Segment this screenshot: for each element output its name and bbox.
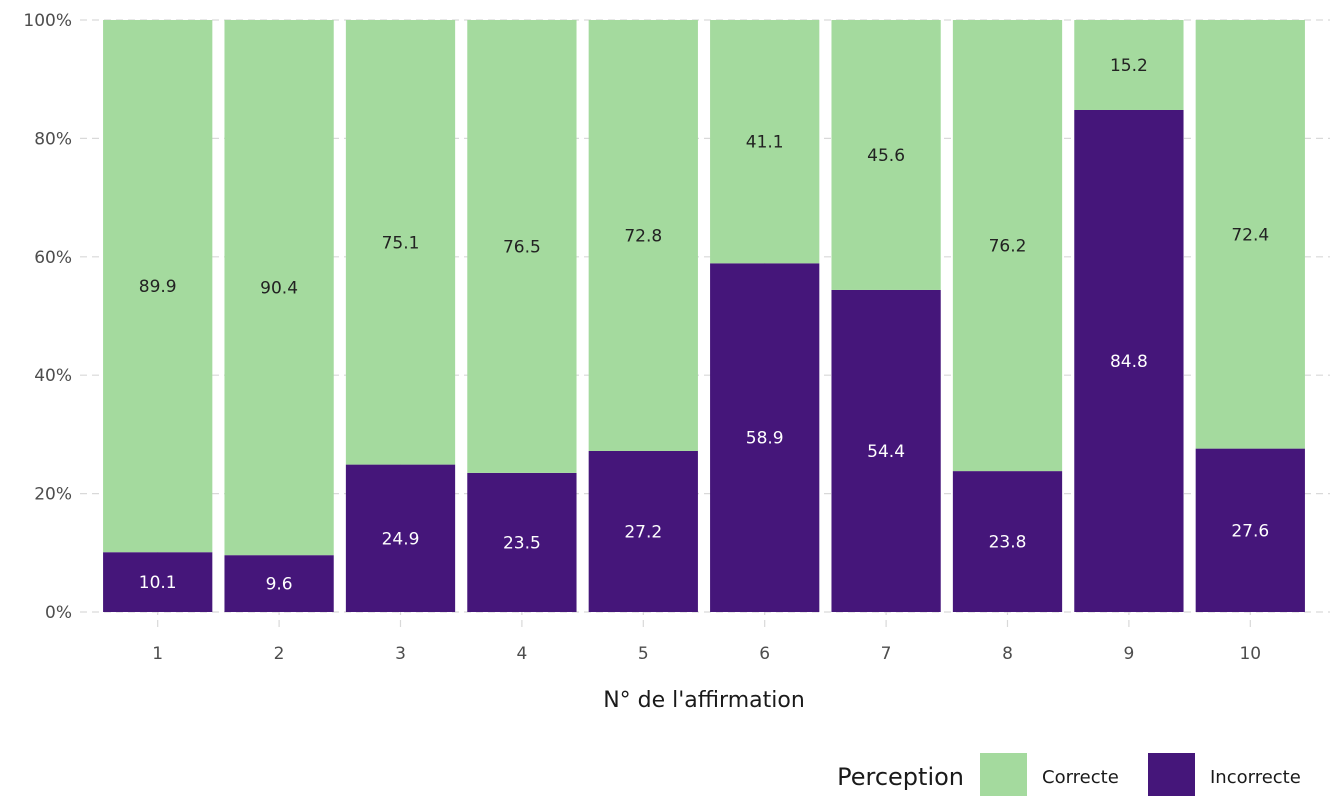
legend-label-correcte: Correcte xyxy=(1042,767,1119,788)
data-label-correcte: 75.1 xyxy=(382,233,420,253)
bar-segment-incorrecte xyxy=(1195,448,1305,612)
bar-segment-correcte xyxy=(345,20,456,465)
bar-segment-incorrecte xyxy=(952,471,1063,612)
bar-segment-incorrecte xyxy=(831,289,941,612)
x-tick-label: 9 xyxy=(1123,644,1134,664)
y-axis-ticks: 0% 20% 40% 60% 80% 100% xyxy=(23,11,72,623)
bar-segment-incorrecte xyxy=(467,472,577,612)
x-axis-title: N° de l'affirmation xyxy=(603,688,805,713)
y-tick-label: 20% xyxy=(34,485,72,505)
bar-segment-correcte xyxy=(1074,20,1184,110)
legend-key-correcte xyxy=(980,753,1027,796)
bar-segment-incorrecte xyxy=(224,555,334,612)
bar-segment-correcte xyxy=(103,20,213,553)
bar-segment-correcte xyxy=(831,20,941,290)
y-tick-label: 40% xyxy=(34,366,72,386)
data-label-incorrecte: 24.9 xyxy=(382,529,420,549)
y-tick-label: 0% xyxy=(45,603,72,623)
x-tick-label: 6 xyxy=(759,644,770,664)
bar-segment-correcte xyxy=(467,20,577,473)
x-tick-label: 10 xyxy=(1239,644,1261,664)
data-label-incorrecte: 27.6 xyxy=(1231,521,1269,541)
data-label-correcte: 45.6 xyxy=(867,146,905,166)
x-tick-label: 1 xyxy=(152,644,163,664)
bar-segment-correcte xyxy=(588,20,698,451)
legend-key-incorrecte xyxy=(1148,753,1195,796)
data-label-incorrecte: 54.4 xyxy=(867,442,905,462)
data-label-correcte: 72.8 xyxy=(624,226,662,246)
bar-segment-incorrecte xyxy=(588,450,698,612)
bar-segment-correcte xyxy=(224,20,334,556)
y-tick-label: 80% xyxy=(34,129,72,149)
data-label-incorrecte: 23.8 xyxy=(989,533,1027,553)
data-label-incorrecte: 23.5 xyxy=(503,533,541,553)
bar-segment-incorrecte xyxy=(710,263,820,612)
data-label-correcte: 90.4 xyxy=(260,279,298,299)
x-tick-label: 2 xyxy=(274,644,285,664)
data-label-incorrecte: 58.9 xyxy=(746,429,784,449)
data-labels: 10.1 89.9 9.6 90.4 24.9 75.1 23.5 76.5 27.2 72.8 5… xyxy=(139,56,1269,595)
x-tick-label: 8 xyxy=(1002,644,1013,664)
data-label-correcte: 89.9 xyxy=(139,277,177,297)
data-label-incorrecte: 10.1 xyxy=(139,573,177,593)
bar-segment-correcte xyxy=(710,20,820,264)
bar-segment-incorrecte xyxy=(345,464,456,612)
data-label-incorrecte: 84.8 xyxy=(1110,352,1148,372)
legend: Perception Correcte Incorrecte xyxy=(837,753,1301,796)
data-label-incorrecte: 27.2 xyxy=(624,522,662,542)
bar-segment-incorrecte xyxy=(103,552,213,612)
y-tick-label: 60% xyxy=(34,248,72,268)
data-label-correcte: 41.1 xyxy=(746,133,784,153)
data-label-correcte: 15.2 xyxy=(1110,56,1148,76)
bars xyxy=(103,20,1305,612)
bar-segment-correcte xyxy=(1195,20,1305,449)
x-tick-label: 4 xyxy=(516,644,527,664)
legend-label-incorrecte: Incorrecte xyxy=(1210,767,1301,788)
bar-segment-correcte xyxy=(952,20,1063,472)
data-label-correcte: 76.5 xyxy=(503,237,541,257)
x-axis-ticks: 1 2 3 4 5 6 7 8 9 10 xyxy=(152,644,1261,664)
data-label-correcte: 76.2 xyxy=(989,237,1027,257)
x-tick-label: 5 xyxy=(638,644,649,664)
data-label-correcte: 72.4 xyxy=(1231,225,1269,245)
bar-segment-incorrecte xyxy=(1074,109,1184,612)
legend-title: Perception xyxy=(837,763,964,791)
y-tick-label: 100% xyxy=(23,11,72,31)
x-tick-label: 3 xyxy=(395,644,406,664)
data-label-incorrecte: 9.6 xyxy=(266,575,293,595)
x-tick-label: 7 xyxy=(881,644,892,664)
